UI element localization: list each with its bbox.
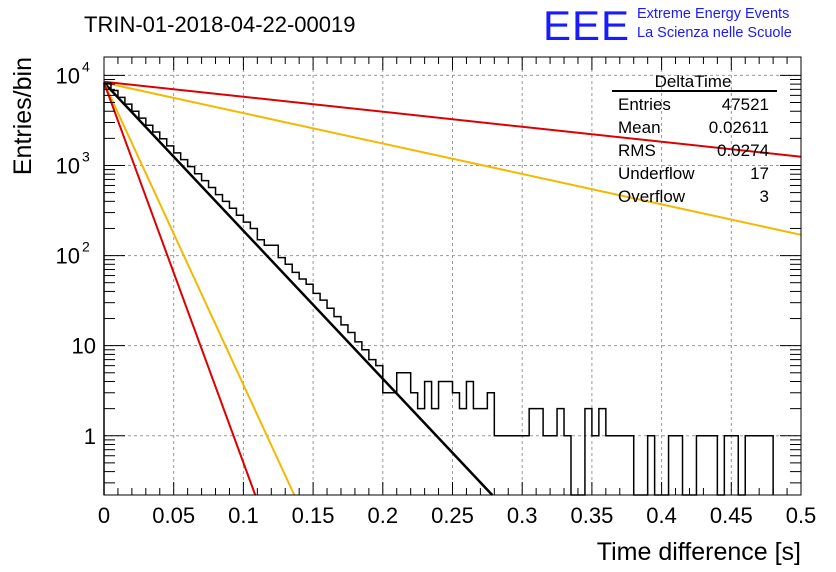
fit-curve-1: [103, 81, 802, 236]
y-tick-label: 1: [84, 424, 96, 449]
stats-value-entries: 47521: [722, 95, 769, 114]
stats-label-overflow: Overflow: [618, 187, 686, 206]
histogram: [103, 82, 774, 496]
stats-label-entries: Entries: [618, 95, 671, 114]
x-tick-label: 0.35: [570, 503, 613, 528]
fit-curve-3: [103, 82, 296, 496]
y-tick-exponent: 4: [82, 58, 90, 74]
fit-curve-2: [103, 81, 494, 496]
x-axis-ticks: 0 0.05 0.1 0.15 0.2 0.25 0.3 0.35 0.4 0.45 0.5: [98, 57, 816, 528]
y-tick-label: 10: [72, 334, 96, 359]
histogram-outline: [103, 82, 774, 496]
stats-value-underflow: 17: [750, 164, 769, 183]
eee-logo-text: EEE: [543, 2, 630, 49]
stats-box: DeltaTime Entries 47521 Mean 0.02611 RMS…: [612, 72, 777, 206]
fit-curves: [103, 80, 802, 496]
stats-label-underflow: Underflow: [618, 164, 695, 183]
y-tick-exponent: 3: [82, 148, 90, 164]
run-title: TRIN-01-2018-04-22-00019: [84, 12, 356, 37]
y-tick-label: 10: [56, 153, 80, 178]
stats-label-rms: RMS: [618, 141, 656, 160]
y-axis-label: Entries/bin: [9, 57, 37, 175]
eee-logo: EEE Extreme Energy Events La Scienza nel…: [543, 2, 792, 49]
stats-value-rms: 0.0274: [717, 141, 769, 160]
y-tick-exponent: 2: [82, 239, 90, 255]
stats-value-mean: 0.02611: [709, 118, 769, 137]
y-tick-label: 10: [56, 244, 80, 269]
stats-value-overflow: 3: [760, 187, 769, 206]
fit-curve-4: [103, 82, 257, 496]
x-tick-label: 0: [98, 503, 110, 528]
y-tick-label: 10: [56, 63, 80, 88]
x-tick-label: 0.5: [786, 503, 817, 528]
x-tick-label: 0.05: [152, 503, 195, 528]
fit-curve-0: [103, 80, 802, 158]
x-tick-label: 0.45: [710, 503, 753, 528]
grid-lines: [104, 57, 801, 495]
x-tick-label: 0.4: [646, 503, 677, 528]
x-tick-label: 0.1: [228, 503, 259, 528]
x-tick-label: 0.2: [368, 503, 399, 528]
x-tick-label: 0.25: [431, 503, 474, 528]
x-tick-label: 0.15: [292, 503, 335, 528]
stats-title: DeltaTime: [655, 72, 732, 91]
stats-label-mean: Mean: [618, 118, 661, 137]
eee-logo-line2: La Scienza nelle Scuole: [637, 25, 792, 41]
x-axis-label: Time difference [s]: [597, 538, 801, 566]
x-tick-label: 0.3: [507, 503, 538, 528]
eee-logo-line1: Extreme Energy Events: [637, 6, 789, 22]
